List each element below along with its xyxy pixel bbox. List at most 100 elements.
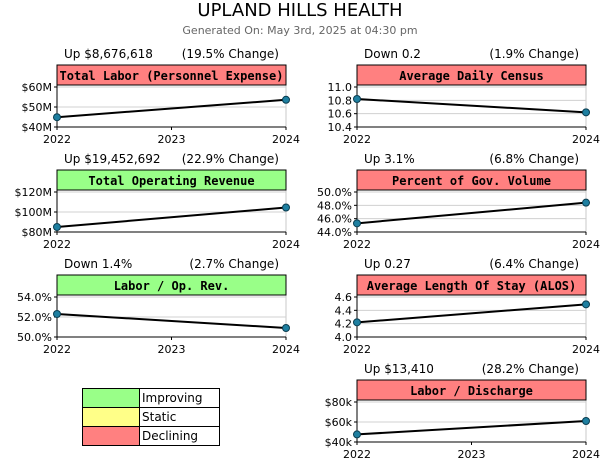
data-point [282,95,290,104]
y-tick-label: 4.0 [335,331,353,344]
data-point [582,198,590,207]
chart-title: Average Daily Census [399,69,544,83]
x-tick-label: 2024 [572,343,600,356]
data-point [282,203,290,212]
y-tick-label: $100M [15,206,53,219]
chart-panel-3: Up 3.1% (6.8% Change) Percent of Gov. Volu… [317,152,600,251]
legend-label-improving: Improving [142,391,203,405]
y-tick-label: $80M [22,226,53,239]
y-tick-label: 52.0% [17,311,52,324]
x-tick-label: 2023 [158,343,186,356]
x-tick-label: 2024 [572,133,600,146]
data-point [582,300,590,309]
chart-title: Labor / Discharge [410,384,533,398]
series-line [56,206,287,228]
y-tick-label: 10.8 [328,94,353,107]
chart-title: Percent of Gov. Volume [392,174,551,188]
y-tick-label: $60k [325,416,353,429]
legend-label-declining: Declining [142,429,199,443]
y-tick-label: 50.0% [317,186,352,199]
change-amount: Up $8,676,618 [64,47,153,61]
legend-item-improving: Improving [83,389,219,407]
data-point [353,95,361,103]
y-tick-label: 10.6 [328,108,353,121]
series-line [56,98,287,119]
chart-title: Labor / Op. Rev. [114,279,230,293]
y-tick-label: 4.6 [335,291,353,304]
data-point [353,318,361,327]
change-amount: Down 0.2 [364,47,421,61]
x-tick-label: 2022 [343,343,371,356]
legend-swatch-declining [83,427,140,445]
data-point [53,113,61,122]
y-tick-label: 4.4 [335,304,353,317]
y-tick-label: $40M [22,121,53,134]
title-banner [356,64,587,86]
change-amount: Up $13,410 [364,362,434,376]
y-tick-label: $40k [325,436,353,449]
y-tick-label: 54.0% [17,291,52,304]
data-point [53,223,61,231]
change-amount: Up $19,452,692 [64,152,161,166]
y-tick-label: $60M [22,81,53,94]
chart-panel-5: Up 0.27 (6.4% Change) Average Length Of St… [335,257,600,356]
change-amount: Down 1.4% [64,257,132,271]
chart-panel-2: Up $19,452,692 (22.9% Change) Total Operat… [15,152,301,251]
generated-timestamp: Generated On: May 3rd, 2025 at 04:30 pm [182,24,418,37]
x-tick-label: 2024 [272,238,300,251]
x-tick-label: 2024 [572,238,600,251]
series-line [56,313,287,329]
title-banner [56,169,287,191]
y-tick-label: 44.0% [317,226,352,239]
change-percent: (2.7% Change) [189,257,279,271]
y-tick-label: 11.0 [328,81,353,94]
chart-title: Total Operating Revenue [88,174,254,188]
chart-panel-6: Up $13,410 (28.2% Change) Labor / Discharg… [325,362,600,461]
title-banner [56,64,287,86]
change-amount: Up 3.1% [364,152,415,166]
legend: Improving Static Declining [82,388,220,446]
legend-label-static: Static [142,410,177,424]
chart-title: Average Length Of Stay (ALOS) [367,279,577,293]
x-tick-label: 2022 [343,448,371,461]
series-line [356,303,587,324]
title-banner [356,379,587,401]
data-point [353,430,361,439]
y-tick-label: 4.2 [335,318,353,331]
change-percent: (22.9% Change) [182,152,279,166]
legend-swatch-improving [83,389,140,407]
change-percent: (6.8% Change) [489,152,579,166]
series-line [356,98,587,114]
x-tick-label: 2022 [43,238,71,251]
y-tick-label: $50M [22,101,53,114]
y-tick-label: 46.0% [317,213,352,226]
x-tick-label: 2023 [158,133,186,146]
x-tick-label: 2022 [43,133,71,146]
x-tick-label: 2024 [272,343,300,356]
y-tick-label: $80k [325,396,353,409]
series-line [356,420,587,436]
data-point [582,417,590,425]
chart-panel-1: Down 0.2 (1.9% Change) Average Daily Censu… [328,47,600,146]
x-tick-label: 2024 [572,448,600,461]
data-point [353,219,361,228]
data-point [53,310,61,318]
chart-panel-4: Down 1.4% (2.7% Change) Labor / Op. Rev. 50… [17,257,300,356]
legend-item-declining: Declining [83,426,219,445]
data-point [582,108,590,117]
title-banner [356,274,587,296]
data-point [282,324,290,332]
x-tick-label: 2022 [343,238,371,251]
change-amount: Up 0.27 [364,257,411,271]
x-tick-label: 2022 [343,133,371,146]
y-tick-label: 10.4 [328,121,353,134]
change-percent: (28.2% Change) [482,362,579,376]
x-tick-label: 2023 [458,448,486,461]
y-tick-label: 48.0% [317,199,352,212]
legend-swatch-static [83,408,140,426]
y-tick-label: $120M [15,186,53,199]
x-tick-label: 2024 [272,133,300,146]
title-banner [56,274,287,296]
change-percent: (6.4% Change) [489,257,579,271]
change-percent: (1.9% Change) [489,47,579,61]
